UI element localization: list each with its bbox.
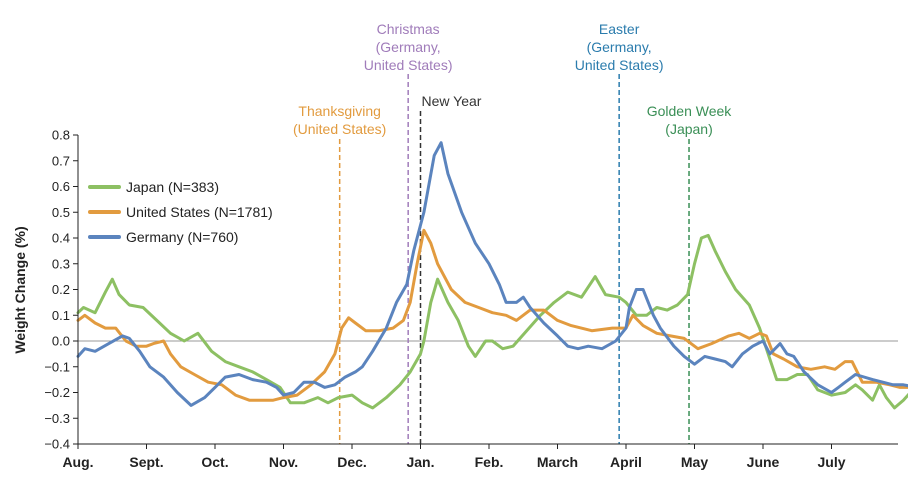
x-tick-label: Aug.	[62, 454, 93, 470]
y-tick-label: 0.7	[52, 153, 70, 168]
x-tick-label: Nov.	[269, 454, 298, 470]
christmas-label: (Germany,	[376, 39, 441, 55]
y-tick-label: 0.6	[52, 179, 70, 194]
easter-label: Easter	[599, 21, 640, 37]
x-tick-label: Feb.	[475, 454, 504, 470]
y-tick-label: 0.1	[52, 308, 70, 323]
united-states-legend-label: United States (N=1781)	[126, 204, 273, 220]
y-tick-label: −0.2	[44, 385, 70, 400]
y-tick-label: −0.1	[44, 359, 70, 374]
x-tick-label: May	[681, 454, 708, 470]
japan-series-line	[76, 233, 908, 410]
japan-legend-label: Japan (N=383)	[126, 179, 219, 195]
easter-label: (Germany,	[587, 39, 652, 55]
x-tick-label: Dec.	[337, 454, 367, 470]
x-tick-label: Jan.	[406, 454, 434, 470]
y-tick-label: 0.0	[52, 334, 70, 349]
y-tick-label: 0.3	[52, 256, 70, 271]
x-tick-label: Oct.	[201, 454, 228, 470]
thanksgiving-label: (United States)	[293, 121, 386, 137]
golden-week-label: (Japan)	[665, 121, 712, 137]
new-year-label: New Year	[422, 93, 482, 109]
germany-series-line	[76, 141, 908, 407]
y-tick-label: −0.4	[44, 437, 70, 452]
thanksgiving-label: Thanksgiving	[298, 103, 381, 119]
easter-label: United States)	[575, 57, 664, 73]
x-tick-label: April	[610, 454, 642, 470]
united-states-series-line	[76, 228, 908, 402]
y-tick-label: 0.2	[52, 282, 70, 297]
y-tick-label: 0.4	[52, 231, 70, 246]
x-tick-label: June	[747, 454, 780, 470]
y-axis-label: Weight Change (%)	[12, 226, 28, 353]
x-tick-label: July	[817, 454, 845, 470]
y-tick-label: 0.8	[52, 128, 70, 143]
germany-legend-label: Germany (N=760)	[126, 229, 238, 245]
y-tick-label: 0.5	[52, 205, 70, 220]
x-tick-label: Sept.	[129, 454, 163, 470]
golden-week-label: Golden Week	[647, 103, 733, 119]
christmas-label: Christmas	[377, 21, 440, 37]
x-tick-label: March	[537, 454, 578, 470]
y-tick-label: −0.3	[44, 411, 70, 426]
christmas-label: United States)	[364, 57, 453, 73]
